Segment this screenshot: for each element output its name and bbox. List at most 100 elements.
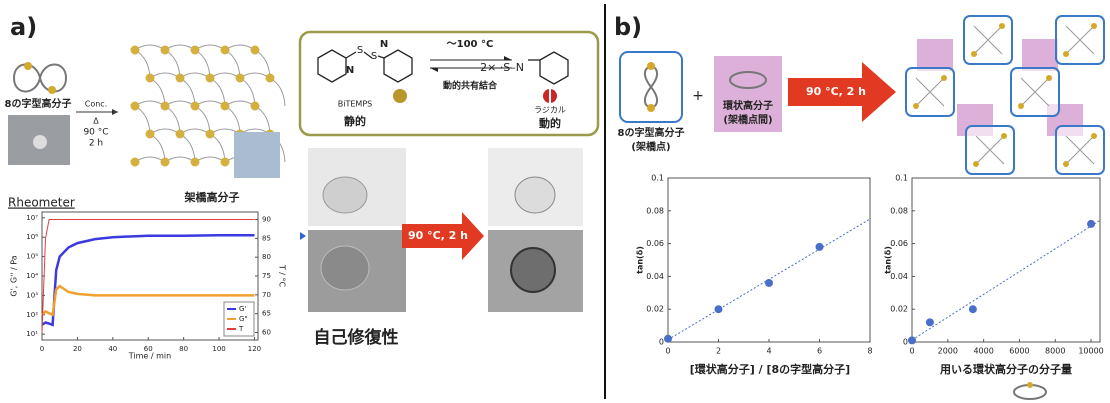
point [715, 305, 723, 313]
crosslink [146, 130, 155, 139]
series-line [42, 286, 255, 315]
x-tick-label: 20 [73, 345, 82, 353]
y2-tick-label: 70 [262, 291, 271, 299]
y-tick-label: 10¹ [26, 330, 38, 338]
point [765, 279, 773, 287]
pink-link [1022, 39, 1058, 71]
strand [195, 45, 225, 50]
panel-label: b) [614, 13, 642, 41]
arrow-head [112, 109, 118, 115]
ring-role: (架橋点間) [723, 113, 772, 126]
x-tick-label: 0 [40, 345, 44, 353]
crosslink [973, 161, 979, 167]
photo-detail [511, 248, 555, 292]
photo-detail [515, 177, 555, 213]
state: 動的 [539, 116, 561, 130]
crosslink [131, 158, 140, 167]
ring-label: 環状高分子 [723, 99, 773, 112]
figure8-dot [647, 62, 655, 70]
crosslink [1063, 51, 1069, 57]
crosslink [161, 46, 170, 55]
figure: a) 8の字型高分子 Conc. Δ 90 °C 2 h 架橋高分子 N S S… [0, 0, 1110, 403]
figure8-icon [14, 62, 66, 94]
y-tick-label: 0.08 [890, 206, 908, 215]
strand [135, 157, 165, 162]
state: 静的 [344, 114, 366, 128]
legend-label: G" [239, 315, 248, 323]
point [908, 336, 916, 344]
rheometer-label: Rheometer [8, 196, 75, 210]
crosslink [191, 158, 200, 167]
condition: ～100 °C [447, 39, 494, 50]
strand [180, 73, 210, 78]
strand [180, 129, 210, 134]
crosslink [1063, 161, 1069, 167]
crosslink [161, 102, 170, 111]
y-tick-label: 10⁶ [26, 233, 38, 241]
crosslink [146, 74, 155, 83]
x-tick-label: 10000 [1078, 347, 1103, 356]
y2-tick-label: 80 [262, 253, 271, 261]
y-tick-label: 10² [26, 311, 38, 319]
crosslink [971, 51, 977, 57]
crosslink [1018, 103, 1024, 109]
x-tick-label: 6 [817, 347, 822, 356]
legend-label: G' [239, 305, 246, 313]
crosslink [913, 103, 919, 109]
crosslink [161, 158, 170, 167]
crosslink [1046, 75, 1052, 81]
strand [135, 45, 165, 50]
y-tick-label: 10⁷ [26, 214, 38, 222]
strand [135, 50, 150, 78]
property-label: 自己修復性 [314, 327, 399, 348]
crosslink [191, 102, 200, 111]
monomer-label: 8の字型高分子 [5, 97, 72, 110]
crosslink [941, 75, 947, 81]
y2-axis-label: T / °C [278, 264, 287, 288]
strand [195, 101, 225, 106]
x-tick-label: 6000 [1009, 347, 1029, 356]
crosslink [251, 102, 260, 111]
crosslink [206, 74, 215, 83]
crosslink [236, 74, 245, 83]
x-tick-label: 0 [665, 347, 670, 356]
plus: + [692, 88, 704, 104]
crosslink [131, 102, 140, 111]
crosslink [1091, 133, 1097, 139]
x-tick-label: 2000 [938, 347, 958, 356]
strand [225, 101, 255, 106]
crosslink [221, 46, 230, 55]
crosslink [999, 23, 1005, 29]
crosslink [1001, 133, 1007, 139]
x-tick-label: 40 [108, 345, 117, 353]
y2-tick-label: 60 [262, 328, 271, 336]
pink-link [917, 39, 953, 71]
strand [270, 78, 285, 106]
crosslink [176, 74, 185, 83]
condition: 2 h [89, 139, 103, 149]
x-tick-label: 0 [909, 347, 914, 356]
condition: 90 °C [83, 128, 108, 138]
crosslink [131, 46, 140, 55]
point [926, 318, 934, 326]
y2-tick-label: 90 [262, 216, 271, 224]
y-tick-label: 0.1 [651, 174, 664, 183]
strand [225, 45, 255, 50]
crosslink [1091, 23, 1097, 29]
photo [234, 132, 280, 178]
marker [300, 232, 306, 240]
ring-dot [1027, 382, 1033, 388]
compound-name: BiTEMPS [338, 100, 372, 109]
crosslinker-label: 8の字型高分子 [618, 126, 685, 139]
strand [195, 157, 225, 162]
point [1087, 220, 1095, 228]
series-line [42, 235, 255, 325]
figure8-dot [647, 104, 655, 112]
x-tick-label: 120 [248, 345, 261, 353]
plot-frame [912, 178, 1100, 342]
strand [240, 73, 270, 78]
y-tick-label: 0.04 [646, 272, 664, 281]
y-tick-label: 0.04 [890, 272, 908, 281]
arrow-label: 90 °C, 2 h [408, 229, 468, 242]
y-tick-label: 0 [659, 338, 664, 347]
